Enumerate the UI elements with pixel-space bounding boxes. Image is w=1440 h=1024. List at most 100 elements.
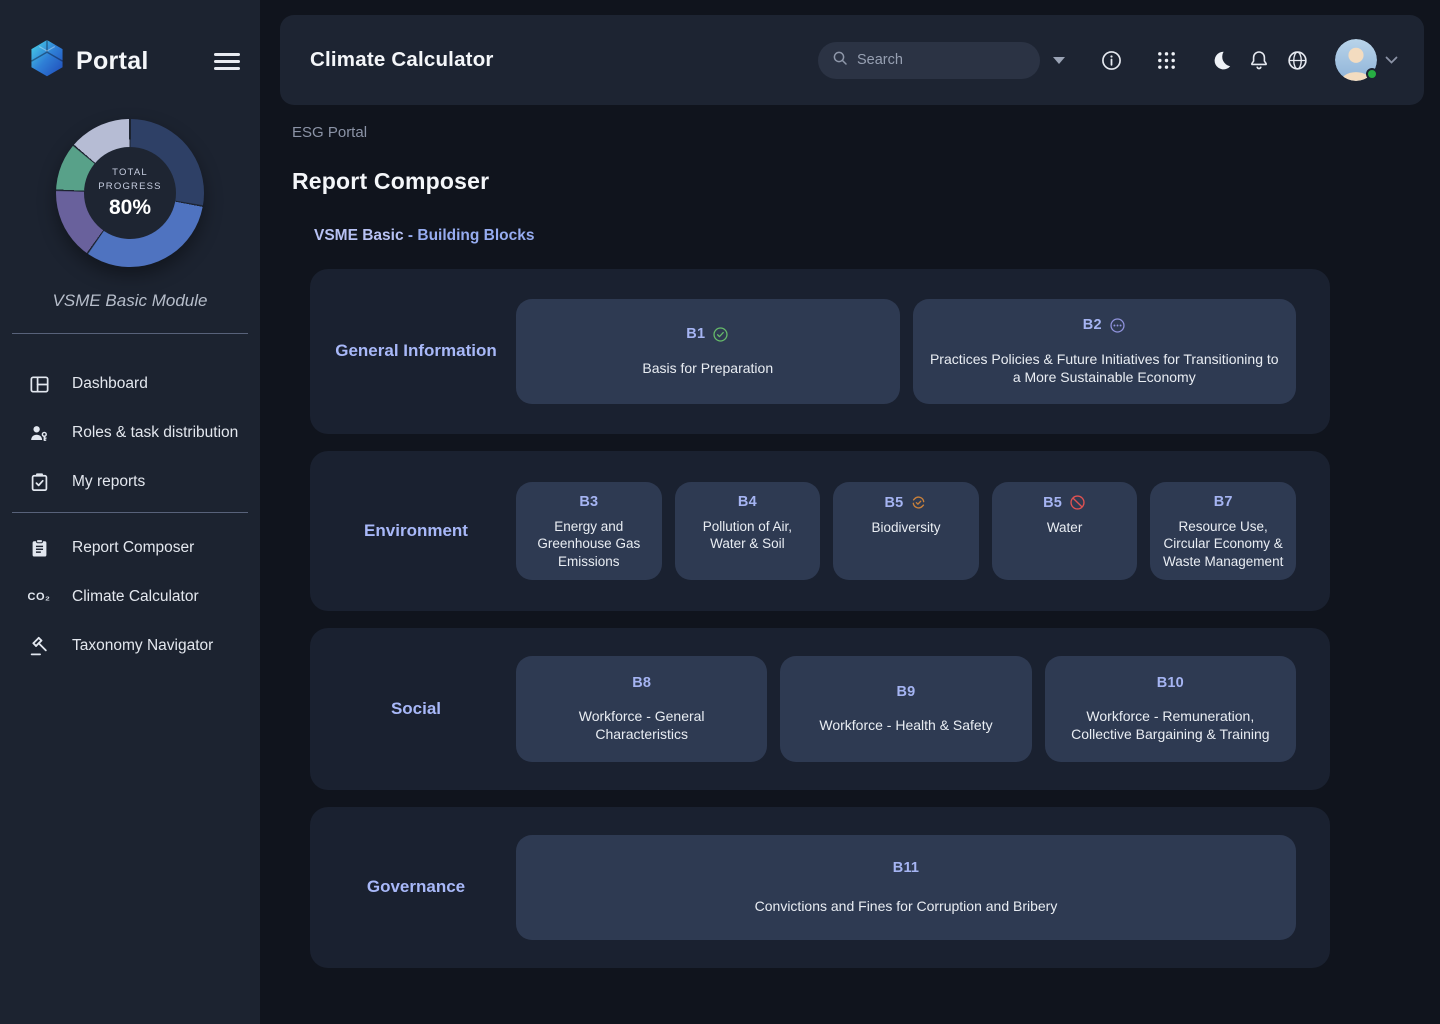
- section-cards: B11 Convictions and Fines for Corruption…: [516, 835, 1296, 940]
- section-cards: B1 Basis for Preparation B2 Practices Po…: [516, 299, 1296, 404]
- progress-ring-center: TOTAL PROGRESS 80%: [84, 147, 176, 239]
- status-pending-icon: [1109, 317, 1126, 334]
- status-in-progress-icon: [910, 494, 927, 511]
- subtitle: VSME Basic - Building Blocks: [314, 227, 1424, 245]
- sidebar-item-label: Climate Calculator: [72, 588, 199, 605]
- subtitle-module: VSME Basic: [314, 227, 404, 244]
- building-block-card[interactable]: B9 Workforce - Health & Safety: [780, 656, 1032, 762]
- portal-cube-logo-icon: [28, 38, 66, 85]
- roles-icon: [27, 421, 51, 445]
- block-code: B1: [686, 326, 706, 343]
- block-code-row: B5: [1043, 494, 1086, 511]
- search-box[interactable]: [818, 41, 1065, 79]
- building-block-card[interactable]: B1 Basis for Preparation: [516, 299, 900, 404]
- sidebar-item-label: My reports: [72, 473, 146, 490]
- building-block-card[interactable]: B2 Practices Policies & Future Initiativ…: [912, 299, 1296, 404]
- building-block-card[interactable]: B10 Workforce - Remuneration, Collective…: [1044, 656, 1296, 762]
- apps-grid-icon[interactable]: [1154, 48, 1178, 72]
- header-bar: Climate Calculator: [280, 15, 1424, 105]
- block-code-row: B1: [686, 326, 729, 343]
- report-composer-icon: [27, 536, 51, 560]
- page-title: Report Composer: [292, 168, 490, 194]
- section-general-information: General Information B1 Basis for Prepara…: [310, 269, 1330, 434]
- main-area: Climate Calculator: [260, 0, 1440, 1024]
- sidebar-brand: Portal: [0, 0, 260, 85]
- block-title: Resource Use, Circular Economy & Waste M…: [1163, 519, 1284, 569]
- block-code: B8: [632, 674, 652, 691]
- moon-icon[interactable]: [1209, 48, 1233, 72]
- block-code-row: B7: [1214, 494, 1233, 510]
- block-code-row: B3: [579, 494, 598, 510]
- block-title: Energy and Greenhouse Gas Emissions: [537, 519, 641, 569]
- building-block-card[interactable]: B5 Water: [991, 482, 1138, 580]
- hamburger-menu-icon[interactable]: [214, 44, 240, 78]
- block-code-row: B2: [1083, 317, 1126, 334]
- section-governance: Governance B11 Convictions and Fines for…: [310, 807, 1330, 968]
- sidebar-item-label: Roles & task distribution: [72, 424, 239, 441]
- sidebar-item-my-reports[interactable]: My reports: [0, 460, 260, 504]
- progress-donut-chart: TOTAL PROGRESS 80%: [56, 119, 204, 267]
- header-icons: [1068, 39, 1398, 81]
- block-code: B7: [1213, 494, 1233, 511]
- block-code: B3: [579, 494, 599, 511]
- section-label: Environment: [364, 520, 468, 540]
- sections-list: General Information B1 Basis for Prepara…: [310, 269, 1330, 968]
- block-title: Pollution of Air, Water & Soil: [702, 519, 793, 552]
- subtitle-rest: - Building Blocks: [403, 227, 535, 244]
- block-title: Workforce - General Characteristics: [578, 707, 705, 742]
- block-code-row: B9: [897, 684, 916, 700]
- progress-label: TOTAL PROGRESS: [98, 166, 162, 192]
- building-block-card[interactable]: B11 Convictions and Fines for Corruption…: [516, 835, 1296, 940]
- block-code: B10: [1156, 674, 1184, 691]
- section-cards: B3 Energy and Greenhouse Gas Emissions B…: [516, 482, 1296, 580]
- building-block-card[interactable]: B8 Workforce - General Characteristics: [516, 656, 768, 762]
- block-code: B11: [892, 859, 920, 876]
- section-label: General Information: [335, 341, 497, 361]
- sidebar-item-label: Taxonomy Navigator: [72, 637, 214, 654]
- building-block-card[interactable]: B4 Pollution of Air, Water & Soil: [674, 482, 821, 580]
- sidebar-item-climate-calculator[interactable]: CO₂ Climate Calculator: [0, 575, 260, 619]
- block-title: Practices Policies & Future Initiatives …: [929, 350, 1279, 385]
- building-block-card[interactable]: B5 Biodiversity: [833, 482, 979, 580]
- brand-name: Portal: [76, 47, 149, 75]
- sidebar-item-taxonomy-navigator[interactable]: Taxonomy Navigator: [0, 624, 260, 668]
- sidebar-menu: Dashboard Roles & task distribution: [0, 362, 260, 668]
- breadcrumb[interactable]: ESG Portal: [292, 124, 368, 141]
- section-label: Governance: [366, 877, 466, 897]
- co2-icon: CO₂: [27, 591, 51, 603]
- sidebar-item-label: Report Composer: [72, 539, 195, 556]
- building-block-card[interactable]: B3 Energy and Greenhouse Gas Emissions: [516, 482, 662, 580]
- block-code: B2: [1082, 317, 1102, 334]
- block-code-row: B8: [632, 675, 651, 691]
- bell-icon[interactable]: [1247, 48, 1271, 72]
- info-icon[interactable]: [1099, 48, 1123, 72]
- search-dropdown-caret-icon[interactable]: [1053, 56, 1065, 64]
- online-status-dot: [1366, 68, 1378, 80]
- building-block-card[interactable]: B7 Resource Use, Circular Economy & Wast…: [1150, 482, 1296, 580]
- sidebar-divider: [12, 333, 248, 334]
- dashboard-icon: [27, 372, 51, 396]
- sidebar-item-roles[interactable]: Roles & task distribution: [0, 411, 260, 455]
- search-icon: [832, 50, 848, 71]
- block-title: Basis for Preparation: [642, 359, 774, 376]
- sidebar-menu-divider: [12, 512, 248, 513]
- block-code-row: B11: [893, 860, 919, 876]
- globe-icon[interactable]: [1285, 48, 1309, 72]
- search-input[interactable]: [857, 52, 1044, 68]
- header-title: Climate Calculator: [310, 48, 494, 71]
- section-cards: B8 Workforce - General Characteristics B…: [516, 656, 1296, 762]
- progress-value: 80%: [108, 196, 152, 220]
- sidebar-item-report-composer[interactable]: Report Composer: [0, 526, 260, 570]
- sidebar-item-dashboard[interactable]: Dashboard: [0, 362, 260, 406]
- my-reports-icon: [27, 470, 51, 494]
- user-avatar[interactable]: [1335, 39, 1378, 81]
- module-label: VSME Basic Module: [52, 291, 208, 310]
- block-title: Water: [1046, 520, 1083, 536]
- sidebar-item-label: Dashboard: [72, 375, 148, 392]
- chevron-down-icon[interactable]: [1385, 56, 1398, 64]
- block-title: Workforce - Remuneration, Collective Bar…: [1071, 707, 1270, 742]
- block-title: Biodiversity: [871, 520, 941, 536]
- block-code-row: B5: [885, 494, 928, 511]
- section-social: Social B8 Workforce - General Characteri…: [310, 628, 1330, 790]
